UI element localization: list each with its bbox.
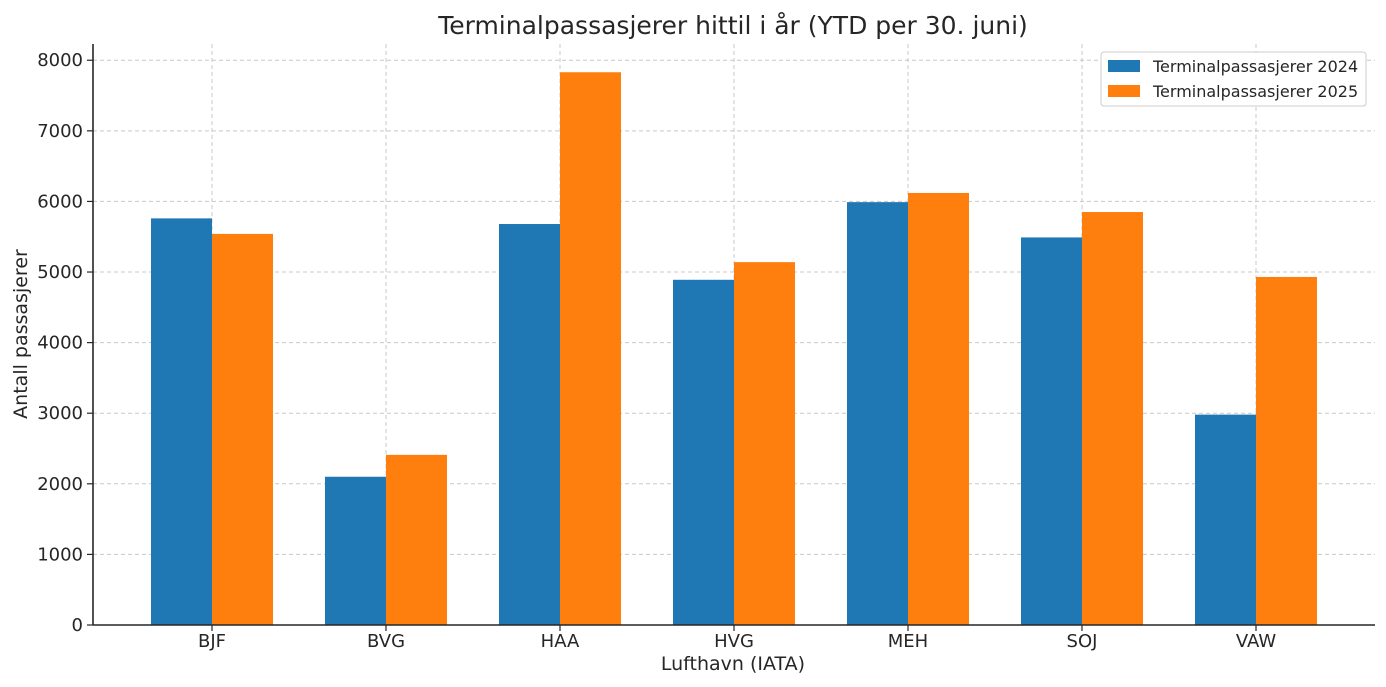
- y-tick-label: 7000: [37, 121, 83, 142]
- bar-soj-2025: [1082, 212, 1143, 625]
- bar-haa-2024: [499, 224, 560, 625]
- x-tick-label: BVG: [367, 631, 405, 652]
- y-tick-label: 2000: [37, 474, 83, 495]
- y-ticks: 0 1000 2000 3000 4000 5000 6000 7000 8000: [37, 50, 93, 636]
- bar-soj-2024: [1021, 237, 1082, 626]
- bar-bjf-2025: [212, 233, 273, 625]
- y-axis-label: Antall passasjerer: [10, 249, 32, 419]
- x-tick-label: SOJ: [1067, 631, 1098, 652]
- bar-bvg-2024: [325, 476, 386, 625]
- bar-haa-2025: [560, 72, 621, 625]
- bar-hvg-2024: [673, 279, 734, 625]
- legend-label-2025: Terminalpassasjerer 2025: [1152, 82, 1358, 101]
- x-tick-label: HVG: [714, 631, 754, 652]
- y-tick-label: 8000: [37, 50, 83, 71]
- bar-bvg-2025: [386, 454, 447, 625]
- legend-swatch-2024: [1108, 60, 1140, 72]
- bars: [151, 72, 1317, 626]
- y-tick-label: 0: [72, 615, 83, 636]
- legend-swatch-2025: [1108, 85, 1140, 97]
- x-tick-label: BJF: [198, 631, 226, 652]
- x-tick-label: HAA: [541, 631, 580, 652]
- bar-hvg-2025: [734, 262, 795, 625]
- x-tick-label: MEH: [888, 631, 928, 652]
- bar-meh-2025: [908, 192, 969, 626]
- bar-meh-2024: [847, 202, 908, 625]
- legend-frame: [1100, 51, 1367, 107]
- y-tick-label: 3000: [37, 403, 83, 424]
- legend-label-2024: Terminalpassasjerer 2024: [1152, 57, 1358, 76]
- x-tick-label: VAW: [1236, 631, 1276, 652]
- legend: Terminalpassasjerer 2024 Terminalpassasj…: [1100, 51, 1367, 107]
- x-axis-label: Lufthavn (IATA): [661, 653, 805, 675]
- bar-bjf-2024: [151, 218, 212, 625]
- y-tick-label: 6000: [37, 191, 83, 212]
- y-tick-label: 4000: [37, 333, 83, 354]
- bar-vaw-2025: [1256, 276, 1317, 625]
- y-tick-label: 1000: [37, 544, 83, 565]
- chart-title: Terminalpassasjerer hittil i år (YTD per…: [437, 11, 1028, 40]
- y-tick-label: 5000: [37, 262, 83, 283]
- x-ticks: BJF BVG HAA HVG MEH SOJ VAW: [198, 625, 1276, 652]
- bar-vaw-2024: [1195, 414, 1256, 625]
